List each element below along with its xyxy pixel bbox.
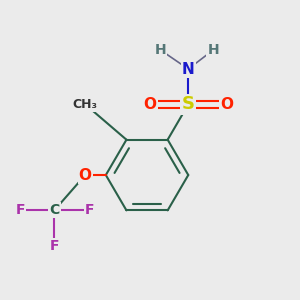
Text: H: H — [208, 43, 219, 57]
Text: C: C — [49, 203, 59, 218]
Text: O: O — [220, 97, 233, 112]
Text: O: O — [79, 167, 92, 182]
Text: F: F — [50, 239, 59, 253]
Text: O: O — [143, 97, 157, 112]
Text: N: N — [182, 61, 195, 76]
Text: S: S — [182, 95, 195, 113]
Text: F: F — [16, 203, 25, 218]
Text: H: H — [154, 43, 166, 57]
Text: F: F — [85, 203, 94, 218]
Text: CH₃: CH₃ — [73, 98, 98, 111]
